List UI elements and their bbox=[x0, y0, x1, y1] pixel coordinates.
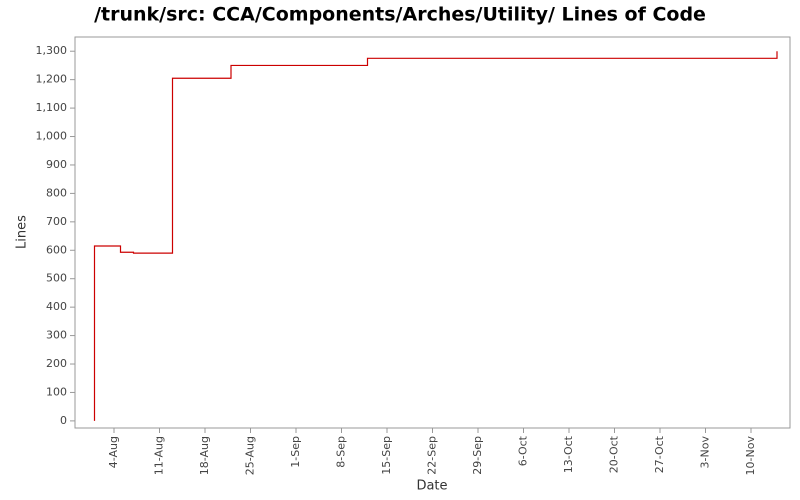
x-tick-label: 6-Oct bbox=[517, 435, 530, 466]
y-tick-label: 300 bbox=[46, 329, 67, 342]
chart-title: /trunk/src: CCA/Components/Arches/Utilit… bbox=[94, 4, 706, 26]
x-tick-label: 13-Oct bbox=[562, 435, 575, 473]
x-tick-label: 8-Sep bbox=[335, 436, 348, 468]
y-axis-title: Lines bbox=[15, 215, 30, 249]
y-tick-label: 0 bbox=[60, 414, 67, 427]
y-tick-label: 800 bbox=[46, 186, 67, 199]
plot-area bbox=[74, 36, 791, 429]
y-tick-label: 1,200 bbox=[36, 73, 68, 86]
x-tick-label: 3-Nov bbox=[699, 436, 712, 469]
y-tick-label: 100 bbox=[46, 385, 67, 398]
x-tick-label: 11-Aug bbox=[153, 436, 166, 475]
x-tick-label: 15-Sep bbox=[380, 436, 393, 475]
y-tick-label: 1,100 bbox=[36, 101, 68, 114]
y-tick-label: 400 bbox=[46, 300, 67, 313]
x-tick-label: 4-Aug bbox=[107, 436, 120, 468]
y-tick-label: 700 bbox=[46, 215, 67, 228]
x-tick-label: 22-Sep bbox=[426, 436, 439, 475]
data-line bbox=[93, 51, 778, 421]
x-tick-label: 25-Aug bbox=[244, 436, 257, 475]
y-tick-label: 1,000 bbox=[36, 130, 68, 143]
x-tick-label: 29-Sep bbox=[471, 436, 484, 475]
y-tick-label: 200 bbox=[46, 357, 67, 370]
y-tick-label: 900 bbox=[46, 158, 67, 171]
x-tick-label: 20-Oct bbox=[608, 435, 621, 473]
y-tick-label: 600 bbox=[46, 243, 67, 256]
x-tick-label: 1-Sep bbox=[289, 436, 302, 468]
x-tick-label: 18-Aug bbox=[198, 436, 211, 475]
y-tick-label: 500 bbox=[46, 272, 67, 285]
x-tick-label: 27-Oct bbox=[653, 435, 666, 473]
y-tick-label: 1,300 bbox=[36, 44, 68, 57]
x-axis-title: Date bbox=[416, 479, 447, 494]
x-tick-label: 10-Nov bbox=[744, 436, 757, 476]
